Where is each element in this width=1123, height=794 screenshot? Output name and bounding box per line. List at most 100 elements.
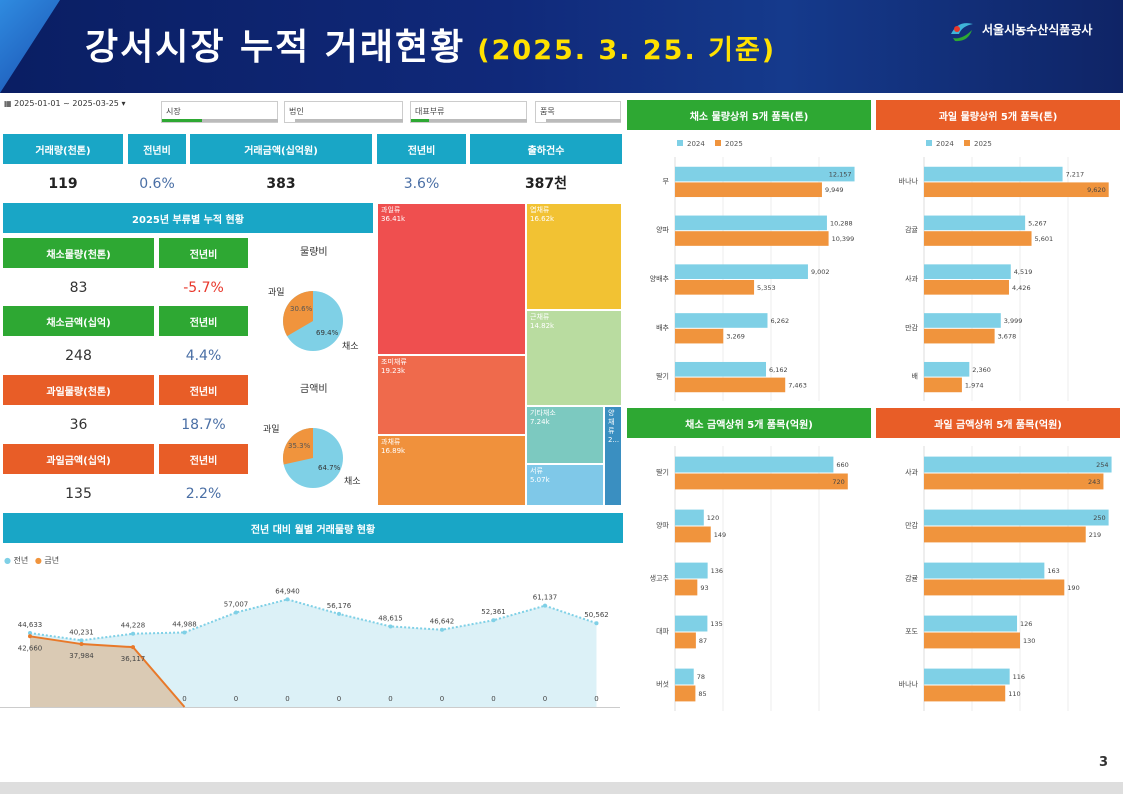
curr-year-area	[30, 636, 185, 707]
bar-data-label: 10,288	[830, 219, 853, 227]
pie-amount-veg-pct: 64.7%	[318, 464, 341, 472]
category-tick-label: 사과	[905, 468, 918, 477]
prev-year-data-label: 50,562	[584, 611, 609, 619]
treemap-cell-name: 기타채소	[530, 409, 556, 417]
legend-2024-label: 2024	[687, 140, 705, 148]
bar-data-label: 9,002	[811, 268, 830, 276]
treemap-cell[interactable]: 근채류 14.82k	[526, 310, 622, 406]
bar-2025	[924, 579, 1065, 596]
pie-volume-fruit-pct: 30.6%	[290, 305, 313, 313]
month-tick-label: 08월	[383, 715, 398, 716]
item-filter[interactable]: 품목	[535, 101, 621, 123]
bar-2025	[675, 685, 696, 702]
category-tick-label: 사과	[905, 274, 918, 283]
pie-volume-fruit-slice	[283, 291, 313, 337]
filter-track	[546, 119, 621, 122]
treemap-cell[interactable]: 엽채류 16.62k	[526, 203, 622, 310]
treemap-cell[interactable]: 과일류 36.41k	[377, 203, 526, 355]
category-tick-label: 바나나	[899, 680, 919, 689]
prev-year-data-label: 40,231	[69, 628, 94, 636]
legend-2025-swatch	[715, 140, 721, 146]
bar-2024	[924, 456, 1112, 473]
prev-year-data-label: 52,361	[481, 608, 506, 616]
bar-2025	[924, 328, 995, 344]
bar-2025	[924, 377, 962, 393]
market-filter-label: 시장	[166, 107, 181, 116]
bar-data-label: 130	[1023, 637, 1035, 645]
month-tick-label: 07월	[331, 715, 346, 716]
veg-amount-chart-title: 채소 금액상위 5개 품목(억원)	[627, 408, 871, 438]
filter-indicator	[162, 119, 202, 122]
fruit-volume-value: 36	[69, 417, 88, 433]
fruit-amount-yoy: 2.2%	[185, 486, 222, 502]
fruit-amount-chart-title: 과일 금액상위 5개 품목(억원)	[876, 408, 1120, 438]
treemap-cell-name: 양채류	[608, 409, 615, 435]
bar-2025	[924, 182, 1109, 198]
bar-data-label: 120	[707, 514, 719, 522]
bar-data-label: 3,269	[726, 333, 745, 341]
prev-year-point	[182, 630, 187, 635]
kpi-header-shipments: 출하건수	[470, 134, 622, 164]
bar-data-label: 7,217	[1066, 171, 1085, 179]
prev-year-data-label: 44,228	[121, 622, 146, 630]
category-tick-label: 딸기	[656, 468, 669, 477]
category-tick-label: 포도	[905, 628, 918, 636]
filter-indicator	[411, 119, 429, 122]
bar-data-label: 116	[1013, 673, 1025, 681]
curr-year-data-label: 0	[337, 695, 341, 703]
month-tick-label: 02월	[74, 715, 89, 716]
legend-2024-swatch	[926, 140, 932, 146]
prev-year-data-label: 48,615	[378, 614, 403, 622]
footer	[0, 720, 1123, 794]
veg-amount-bar-chart: 딸기 660 720 양파 120 149 생고추 136 93 대파 135 87 버섯 78 85	[650, 446, 849, 711]
market-filter[interactable]: 시장	[161, 101, 278, 123]
treemap-cell[interactable]: 조미채류 19.23k	[377, 355, 526, 435]
curr-year-point	[131, 645, 135, 650]
veg-volume-yoy: -5.7%	[183, 280, 224, 296]
treemap-cell[interactable]: 기타채소 7.24k	[526, 406, 604, 464]
bar-2025	[924, 526, 1086, 543]
treemap-cell[interactable]: 양채류 2...	[604, 406, 622, 506]
bar-data-label: 6,162	[769, 366, 788, 374]
bar-2024	[924, 668, 1010, 685]
bar-2025	[924, 473, 1104, 490]
category-tick-label: 감귤	[905, 226, 918, 234]
calendar-icon: ▦	[4, 99, 12, 108]
bar-data-label: 78	[697, 673, 705, 681]
curr-year-data-label: 0	[388, 695, 392, 703]
pie-volume-fruit-label: 과일	[268, 287, 285, 298]
treemap-cell[interactable]: 서류 5.07k	[526, 464, 604, 506]
filter-track	[429, 119, 527, 122]
category-section-title: 2025년 부류별 누적 현황	[3, 203, 373, 233]
curr-year-data-label: 42,660	[18, 644, 43, 652]
prev-year-point	[337, 611, 341, 616]
corporation-filter[interactable]: 법인	[284, 101, 403, 123]
curr-year-line	[29, 635, 186, 708]
treemap-cell-value: 7.24k	[530, 418, 550, 426]
treemap-cell-value: 5.07k	[530, 476, 550, 484]
bar-data-label: 163	[1047, 567, 1059, 575]
category-tick-label: 양파	[656, 225, 669, 234]
prev-year-point	[79, 638, 84, 643]
treemap-cell-name: 조미채류	[381, 358, 407, 366]
prev-year-point	[543, 603, 547, 608]
bar-data-label: 7,463	[788, 381, 807, 389]
legend-curr-label: 금년	[44, 556, 60, 565]
category-tick-label: 대파	[656, 627, 669, 636]
bar-2024	[924, 509, 1109, 526]
bar-2024	[675, 456, 834, 473]
filter-track	[295, 119, 403, 122]
bar-data-label: 10,399	[832, 235, 855, 243]
bar-data-label: 110	[1008, 690, 1020, 698]
pie-amount-title: 금액비	[300, 384, 328, 395]
date-range-filter[interactable]: ▦ 2025-01-01 ~ 2025-03-25 ▾	[4, 99, 125, 108]
bar-2025	[675, 377, 786, 393]
treemap-cell[interactable]: 과채류 16.89k	[377, 435, 526, 506]
bar-2024	[675, 668, 694, 685]
pie-volume-veg-pct: 69.4%	[316, 329, 339, 337]
bar-2024	[924, 215, 1026, 231]
category-filter[interactable]: 대표부류	[410, 101, 527, 123]
curr-year-point	[79, 642, 84, 647]
page-header: 강서시장 누적 거래현황 (2025. 3. 25. 기준) 서울시농수산식품공사	[0, 0, 1123, 93]
filter-track	[202, 119, 278, 122]
